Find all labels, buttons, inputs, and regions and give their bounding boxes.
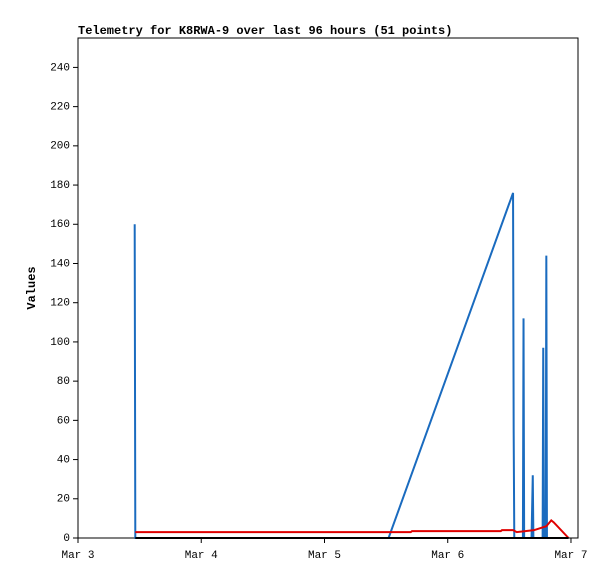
y-tick-label: 180 (50, 180, 70, 192)
data-line (133, 192, 548, 539)
y-tick-label: 160 (50, 219, 70, 231)
y-tick-label: 40 (57, 454, 70, 466)
data-line (135, 518, 570, 539)
y-tick-label: 120 (50, 298, 70, 310)
y-axis-label: Values (25, 266, 39, 309)
y-tick-label: 20 (57, 494, 70, 506)
chart-title: Telemetry for K8RWA-9 over last 96 hours… (78, 24, 452, 38)
x-tick-label: Mar 5 (308, 550, 341, 562)
x-tick-label: Mar 6 (431, 550, 464, 562)
y-tick-label: 0 (63, 533, 70, 545)
y-tick-label: 140 (50, 258, 70, 270)
y-tick-label: 80 (57, 376, 70, 388)
y-tick-label: 240 (50, 62, 70, 74)
plot-frame (77, 37, 579, 539)
x-tick-label: Mar 4 (185, 550, 218, 562)
x-tick-label: Mar 3 (61, 550, 94, 562)
y-tick-label: 200 (50, 141, 70, 153)
y-tick-label: 60 (57, 415, 70, 427)
y-tick-label: 100 (50, 337, 70, 349)
x-tick-label: Mar 7 (554, 550, 587, 562)
y-tick-label: 220 (50, 102, 70, 114)
